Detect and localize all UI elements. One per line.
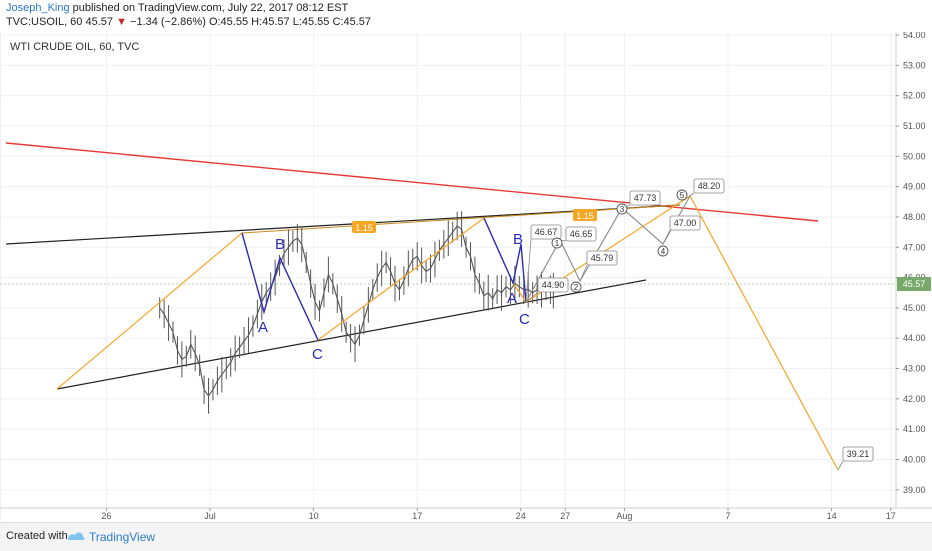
time-tick-label-0: 26 <box>101 511 111 521</box>
author-link[interactable]: Joseph_King <box>6 2 70 14</box>
projection-path-2 <box>512 195 839 471</box>
fib-badge-1: 1.15 <box>355 223 373 233</box>
footer: Created with TradingView <box>0 522 932 551</box>
chart-title: WTI CRUDE OIL, 60, TVC <box>10 41 139 53</box>
wave-number-5: 5 <box>676 189 688 201</box>
fib-badge-2: 1.15 <box>576 211 594 221</box>
price-tick-label-4: 43.00 <box>903 364 926 374</box>
created-with-label: Created with <box>6 530 68 542</box>
wave-number-1: 1 <box>551 237 563 249</box>
callout-46-67-text: 46.67 <box>535 227 558 237</box>
time-tick-label-6: Aug <box>616 511 632 521</box>
callout-39-21: 39.21 <box>837 446 874 471</box>
callout-47-00: 47.00 <box>662 215 701 245</box>
published-text: published on TradingView.com, July 22, 2… <box>72 2 349 14</box>
price-tick-label-1: 40.00 <box>903 454 926 464</box>
publish-info: Joseph_King published on TradingView.com… <box>6 2 348 14</box>
callout-47-73: 47.73 <box>621 190 661 209</box>
callout-44-90-text: 44.90 <box>542 280 565 290</box>
wave-number-3: 3 <box>616 203 628 215</box>
price-tick-label-13: 52.00 <box>903 91 926 101</box>
callout-47-00-text: 47.00 <box>674 218 697 228</box>
price-change: −1.34 (−2.86%) <box>130 16 206 28</box>
wave-number-markers: 1 2 3 4 5 <box>551 189 688 293</box>
last-price-badge <box>897 277 931 291</box>
wave-label-a2: A <box>507 290 517 307</box>
time-tick-label-2: 10 <box>309 511 319 521</box>
fib-projection-line <box>241 204 681 234</box>
svg-text:2: 2 <box>574 283 579 292</box>
wave-number-2: 2 <box>570 281 582 293</box>
callout-44-90: 44.90 <box>525 277 569 303</box>
price-tick-label-2: 41.00 <box>903 424 926 434</box>
svg-text:3: 3 <box>620 205 625 214</box>
price-series-line <box>159 225 554 397</box>
abc-pattern-right <box>483 217 527 303</box>
price-tick-label-5: 44.00 <box>903 333 926 343</box>
last-price-marker: 45.57 <box>0 277 931 291</box>
projection-path-1 <box>56 217 485 390</box>
callout-46-67: 46.67 <box>525 224 562 303</box>
callout-39-21-text: 39.21 <box>847 449 870 459</box>
callout-45-79: 45.79 <box>579 250 618 282</box>
price-tick-label-11: 50.00 <box>903 151 926 161</box>
lower-trendline <box>56 279 647 390</box>
price-tick-label-3: 42.00 <box>903 394 926 404</box>
callout-45-79-text: 45.79 <box>591 253 614 263</box>
price-tick-label-8: 47.00 <box>903 242 926 252</box>
wave-label-b1: B <box>275 236 285 253</box>
price-tick-label-6: 45.00 <box>903 303 926 313</box>
time-tick-label-3: 17 <box>412 511 422 521</box>
svg-text:5: 5 <box>680 191 685 200</box>
abc-pattern-left <box>241 232 319 341</box>
price-tick-label-12: 51.00 <box>903 121 926 131</box>
time-tick-label-7: 7 <box>725 511 730 521</box>
forecast-callouts: 46.67 46.65 45.79 44.90 47.73 <box>525 178 874 471</box>
time-axis[interactable]: 26 Jul 10 17 24 27 Aug 7 14 17 <box>101 508 896 521</box>
wave-label-b2: B <box>513 231 523 248</box>
callout-48-20: 48.20 <box>689 178 725 197</box>
ohlc-values: O:45.55 H:45.57 L:45.55 C:45.57 <box>208 16 371 28</box>
tradingview-brand[interactable]: TradingView <box>89 530 156 544</box>
time-tick-label-4: 24 <box>516 511 526 521</box>
price-tick-label-15: 54.00 <box>903 32 926 40</box>
publish-header: Joseph_King published on TradingView.com… <box>0 0 932 32</box>
time-tick-label-1: Jul <box>204 511 216 521</box>
price-tick-label-14: 53.00 <box>903 60 926 70</box>
last-price: 45.57 <box>85 16 114 28</box>
time-tick-label-8: 14 <box>827 511 837 521</box>
tradingview-logo-icon <box>68 532 85 540</box>
callout-48-20-text: 48.20 <box>698 181 721 191</box>
fib-badge-1-bg <box>352 221 376 233</box>
svg-text:4: 4 <box>661 247 666 256</box>
time-tick-label-5: 27 <box>560 511 570 521</box>
grid-lines <box>0 32 896 508</box>
symbol-label: TVC:USOIL, 60 <box>6 16 83 28</box>
last-price-text: 45.57 <box>903 279 926 289</box>
time-tick-label-9: 17 <box>886 511 896 521</box>
price-tick-label-0: 39.00 <box>903 485 926 495</box>
wave-label-c1: C <box>312 346 323 363</box>
callout-46-65-text: 46.65 <box>570 229 593 239</box>
callout-47-73-text: 47.73 <box>634 193 657 203</box>
price-tick-label-10: 49.00 <box>903 182 926 192</box>
abc-pattern <box>241 217 527 341</box>
svg-text:1: 1 <box>555 239 560 248</box>
price-tick-label-9: 48.00 <box>903 212 926 222</box>
price-chart[interactable]: WTI CRUDE OIL, 60, TVC A B C A B C <box>0 30 932 522</box>
wave-label-c2: C <box>519 311 530 328</box>
fib-markers: 1.15 1.15 <box>352 209 597 233</box>
wave-labels: A B C A B C <box>258 231 530 363</box>
upper-trendline <box>5 204 681 245</box>
wave-number-4: 4 <box>657 245 669 257</box>
chart-area[interactable]: WTI CRUDE OIL, 60, TVC A B C A B C <box>0 30 932 522</box>
wave-label-a1: A <box>258 319 268 336</box>
price-axis[interactable]: 39.0040.0041.0042.0043.0044.0045.0046.00… <box>896 30 926 495</box>
symbol-info: TVC:USOIL, 60 45.57 ▼ −1.34 (−2.86%) O:4… <box>6 16 371 28</box>
forecast-path <box>525 195 691 303</box>
fib-badge-2-bg <box>573 209 597 221</box>
down-arrow-icon: ▼ <box>116 16 127 28</box>
